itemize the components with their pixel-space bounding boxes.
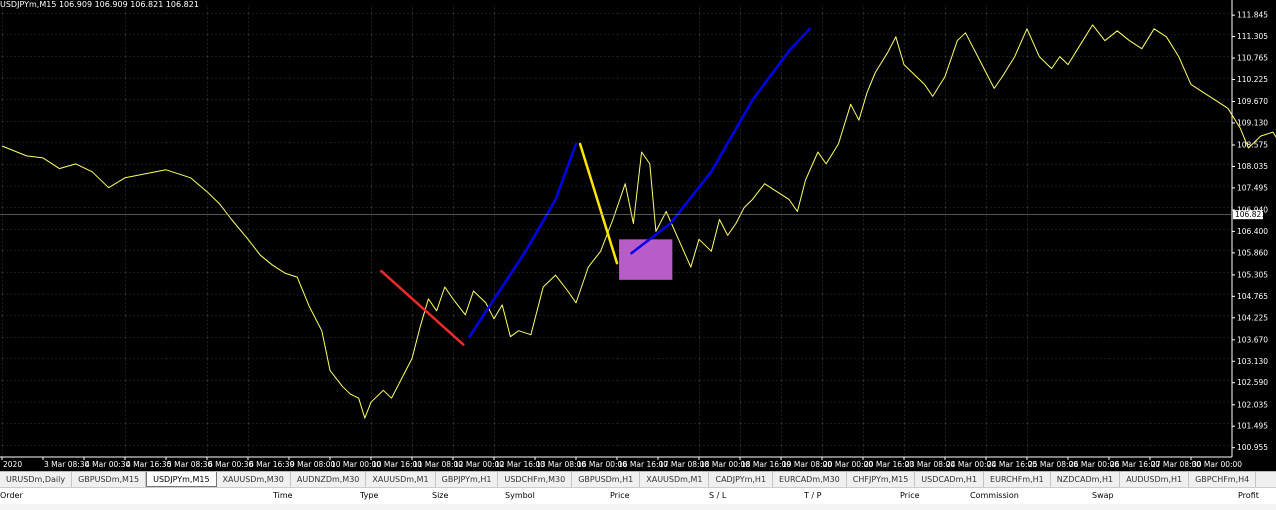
x-tick-label: 26 Mar 16:00 xyxy=(1110,460,1160,469)
y-tick-label: 102.590 xyxy=(1237,378,1268,387)
y-tick-label: 103.130 xyxy=(1237,357,1268,366)
chart-tab[interactable]: USDJPYm,M15 xyxy=(146,472,217,487)
terminal-column-header: Order Time Type Size Symbol Price S / L T / P Pr… xyxy=(0,487,1276,505)
y-tick-label: 108.035 xyxy=(1237,162,1268,171)
chart-tab[interactable]: CADJPYm,H1 xyxy=(709,472,774,487)
x-tick-label: 11 Mar 08:00 xyxy=(413,460,463,469)
x-tick-label: 30 Mar 00:00 xyxy=(1192,460,1242,469)
chart-tab[interactable]: USDCADm,H1 xyxy=(915,472,985,487)
chart-tab[interactable]: CHFJPYm,M15 xyxy=(847,472,916,487)
y-tick-label: 106.400 xyxy=(1237,227,1268,236)
column-header[interactable]: Order xyxy=(0,491,23,500)
x-tick-label: 23 Mar 08:00 xyxy=(905,460,955,469)
trendline-object[interactable] xyxy=(468,142,578,338)
x-tick-label: 25 Mar 08:00 xyxy=(1028,460,1078,469)
x-tick-label: 6 Mar 16:30 xyxy=(249,460,295,469)
x-tick-label: 17 Mar 08:00 xyxy=(659,460,709,469)
chart-tab[interactable]: GBPUSDm,M15 xyxy=(72,472,147,487)
chart-tab[interactable]: USDCHFm,M30 xyxy=(498,472,573,487)
chart-tab[interactable]: NZDCADm,H1 xyxy=(1051,472,1121,487)
chart-tab[interactable]: GBPJPYm,H1 xyxy=(436,472,499,487)
x-tick-label: 10 Mar 00:00 xyxy=(331,460,381,469)
x-tick-label: 24 Mar 00:00 xyxy=(946,460,996,469)
column-header[interactable]: Price xyxy=(900,491,920,500)
x-tick-label: 24 Mar 16:00 xyxy=(987,460,1037,469)
chart-tab[interactable]: URUSDm,Daily xyxy=(0,472,73,487)
x-tick-label: 20 Mar 00:00 xyxy=(823,460,873,469)
y-tick-label: 104.765 xyxy=(1237,292,1268,301)
x-tick-label: 18 Mar 16:00 xyxy=(741,460,791,469)
y-tick-label: 102.035 xyxy=(1237,400,1268,409)
chart-tab[interactable]: AUDNZDm,M30 xyxy=(291,472,367,487)
x-tick-label: 16 Mar 00:00 xyxy=(577,460,627,469)
current-price-marker xyxy=(1233,210,1263,220)
terminal-status-bar xyxy=(0,504,1276,510)
price-chart[interactable]: 111.845 111.305 110.765 110.225 109.670 109.1… xyxy=(0,0,1276,471)
column-header[interactable]: S / L xyxy=(709,491,727,500)
column-header[interactable]: T / P xyxy=(804,491,822,500)
current-price-label: 106.821 xyxy=(1235,210,1266,219)
y-tick-label: 100.955 xyxy=(1237,443,1268,452)
column-header[interactable]: Type xyxy=(360,491,379,500)
x-tick-label: 13 Mar 08:00 xyxy=(536,460,586,469)
column-header[interactable]: Profit xyxy=(1238,491,1259,500)
x-tick-label: 27 Mar 08:00 xyxy=(1151,460,1201,469)
y-tick-label: 111.305 xyxy=(1237,32,1268,41)
chart-tab[interactable]: GBPCHFm,H4 xyxy=(1189,472,1257,487)
rectangle-object[interactable] xyxy=(619,239,673,280)
x-tick-label: 4 Mar 00:30 xyxy=(85,460,131,469)
y-tick-label: 109.130 xyxy=(1237,118,1268,127)
x-tick-label: 9 Mar 08:00 xyxy=(290,460,336,469)
y-tick-label: 104.225 xyxy=(1237,313,1268,322)
x-tick-label: 12 Mar 16:00 xyxy=(495,460,545,469)
chart-tab[interactable]: XAUUSDm,M1 xyxy=(640,472,710,487)
chart-tab[interactable]: EURCHFm,H1 xyxy=(984,472,1051,487)
y-tick-label: 107.495 xyxy=(1237,183,1268,192)
y-tick-label: 103.670 xyxy=(1237,335,1268,344)
x-tick-label: 6 Mar 00:30 xyxy=(208,460,254,469)
column-header[interactable]: Symbol xyxy=(505,491,535,500)
column-header[interactable]: Commission xyxy=(970,491,1019,500)
trendline-object[interactable] xyxy=(578,142,619,265)
x-tick-label: 19 Mar 08:00 xyxy=(782,460,832,469)
chart-tab[interactable]: XAUUSDm,M30 xyxy=(217,472,291,487)
chart-tabs-bar: URUSDm,Daily GBPUSDm,M15 USDJPYm,M15 XAUUSD… xyxy=(0,471,1276,487)
x-tick-label: 4 Mar 16:30 xyxy=(126,460,172,469)
y-tick-label: 105.860 xyxy=(1237,248,1268,257)
column-header[interactable]: Price xyxy=(610,491,630,500)
x-tick-label: 12 Mar 00:00 xyxy=(454,460,504,469)
trendline-object[interactable] xyxy=(630,27,811,255)
chart-grid xyxy=(0,5,1232,457)
chart-tab[interactable]: AUDUSDm,H1 xyxy=(1120,472,1190,487)
x-tick-label: 16 Mar 16:00 xyxy=(618,460,668,469)
x-tick-label: 18 Mar 00:00 xyxy=(700,460,750,469)
column-header[interactable]: Time xyxy=(273,491,293,500)
column-header[interactable]: Size xyxy=(432,491,449,500)
x-tick-label: 10 Mar 16:00 xyxy=(372,460,422,469)
chart-title: USDJPYm,M15 106.909 106.909 106.821 106.… xyxy=(0,0,199,9)
x-tick-label: 5 Mar 08:30 xyxy=(167,460,213,469)
column-header[interactable]: Swap xyxy=(1092,491,1114,500)
x-tick-label: 2020 xyxy=(3,460,22,469)
y-tick-label: 101.495 xyxy=(1237,422,1268,431)
x-tick-label: 26 Mar 00:00 xyxy=(1069,460,1119,469)
chart-tab[interactable]: GBPUSDm,H1 xyxy=(572,472,641,487)
chart-tab[interactable]: XAUUSDm,M1 xyxy=(366,472,436,487)
y-tick-label: 108.575 xyxy=(1237,141,1268,150)
y-tick-label: 110.225 xyxy=(1237,75,1268,84)
x-tick-label: 3 Mar 08:30 xyxy=(44,460,90,469)
y-tick-label: 111.845 xyxy=(1237,11,1268,20)
y-tick-label: 106.940 xyxy=(1237,205,1268,214)
y-tick-label: 105.305 xyxy=(1237,270,1268,279)
trendline-object[interactable] xyxy=(380,269,465,346)
price-line-series xyxy=(1,24,1276,419)
chart-tab[interactable]: EURCADm,M30 xyxy=(773,472,847,487)
y-tick-label: 109.670 xyxy=(1237,97,1268,106)
y-tick-label: 110.765 xyxy=(1237,54,1268,63)
x-tick-label: 20 Mar 16:00 xyxy=(864,460,914,469)
